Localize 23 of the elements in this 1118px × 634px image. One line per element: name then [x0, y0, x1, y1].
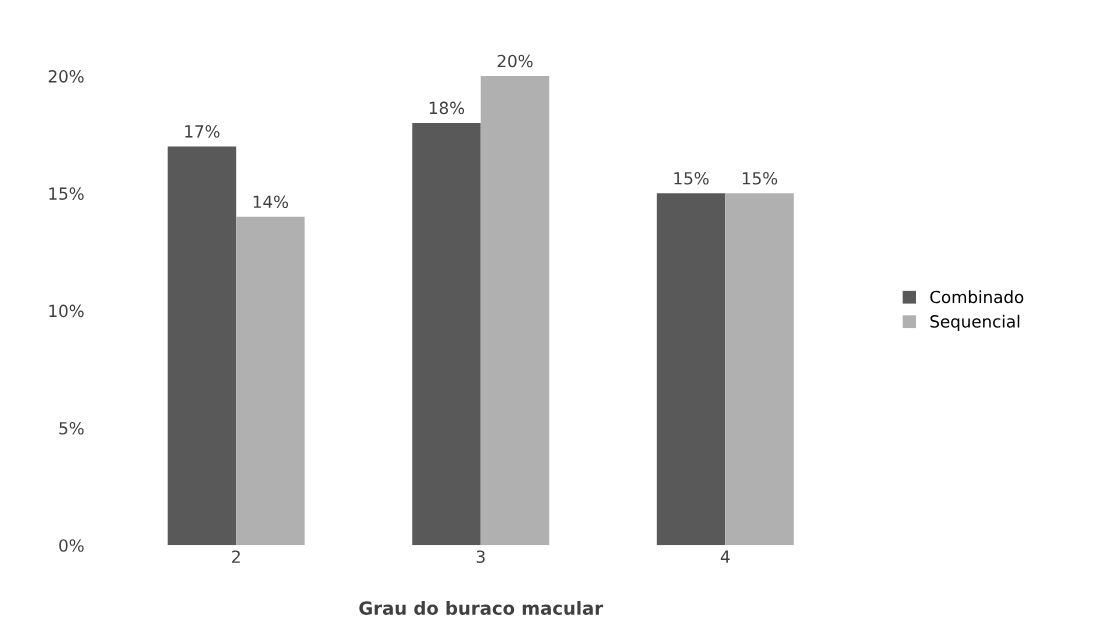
y-tick-label: 20% — [48, 70, 84, 83]
data-label: 17% — [185, 125, 220, 138]
x-axis-title: Grau do buraco macular — [359, 600, 604, 615]
x-tick-label: 3 — [476, 550, 485, 563]
data-label: 15% — [674, 171, 709, 185]
data-label: 20% — [497, 54, 533, 68]
data-label: 14% — [253, 195, 289, 209]
legend-label: Sequencial — [930, 314, 1020, 331]
x-tick-label: 4 — [720, 550, 730, 563]
y-tick-label: 15% — [49, 187, 84, 200]
bar — [412, 123, 481, 546]
y-tick-label: 5% — [59, 421, 84, 435]
x-tick-label: 2 — [232, 550, 240, 563]
bar — [236, 216, 305, 546]
bar — [656, 193, 726, 546]
data-label: 15% — [742, 171, 778, 185]
y-tick-label: 0% — [59, 539, 84, 552]
bar — [480, 76, 550, 546]
data-label: 18% — [429, 101, 465, 115]
y-tick-label: 10% — [49, 304, 84, 318]
bar — [167, 146, 237, 546]
legend-label: Combinado — [930, 290, 1024, 304]
bar — [725, 193, 794, 546]
